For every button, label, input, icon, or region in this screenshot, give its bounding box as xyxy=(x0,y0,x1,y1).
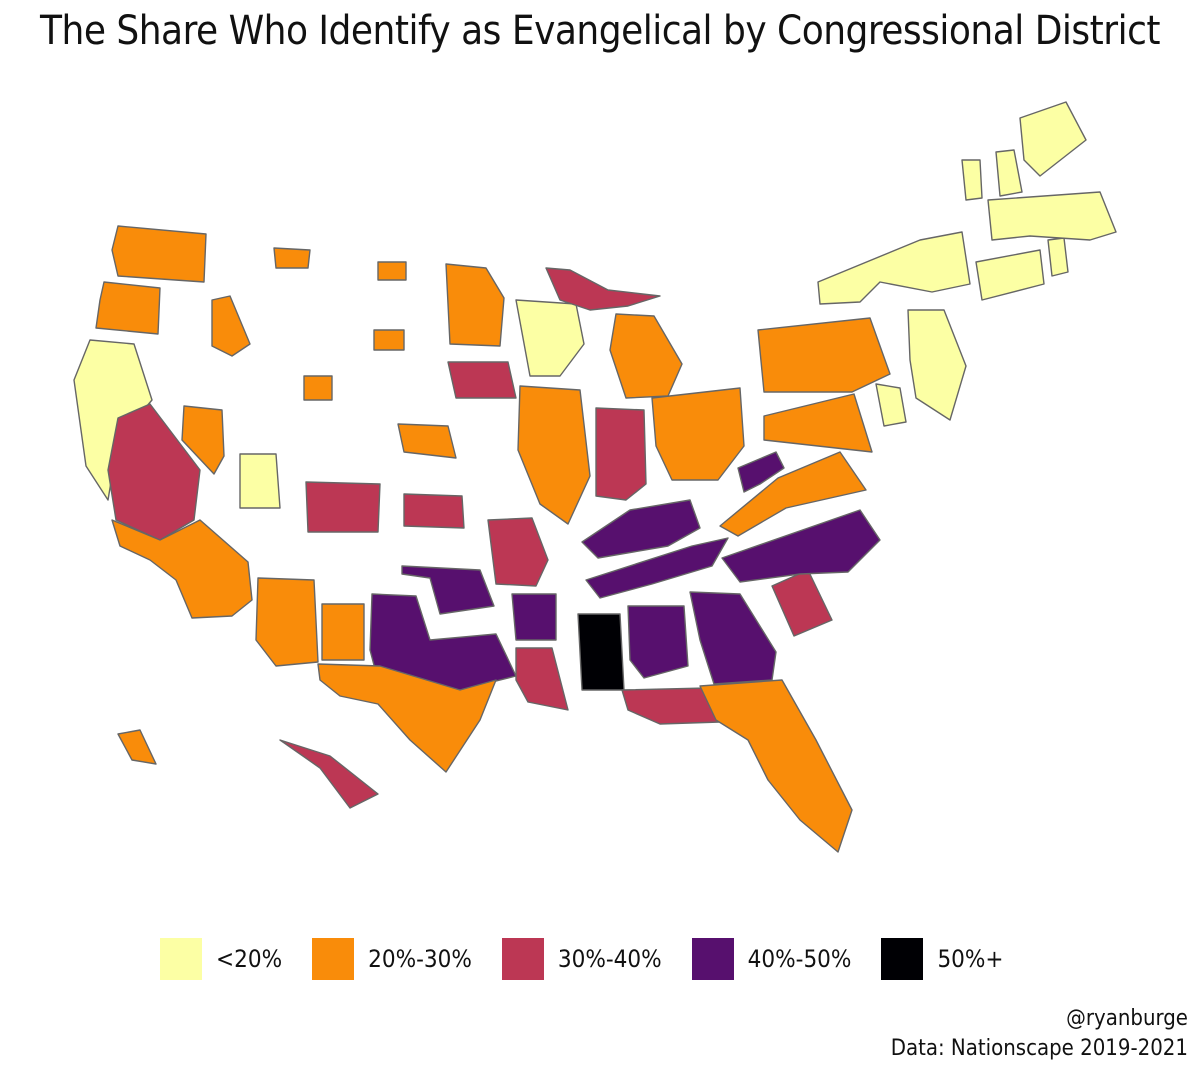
region-florida-peninsula xyxy=(699,679,853,853)
region-west-virginia xyxy=(737,451,785,493)
region-michigan-upper xyxy=(545,267,661,311)
map-title: The Share Who Identify as Evangelical by… xyxy=(40,8,1160,54)
region-new-jersey xyxy=(907,309,967,421)
legend-swatch xyxy=(691,938,734,980)
region-south-carolina xyxy=(771,569,833,637)
region-new-hampshire xyxy=(995,149,1023,197)
region-nevada xyxy=(181,405,225,475)
region-indiana xyxy=(595,407,647,501)
region-mississippi xyxy=(577,613,625,691)
region-wisconsin xyxy=(515,299,585,377)
region-louisiana xyxy=(515,647,569,711)
region-oregon xyxy=(95,281,161,335)
legend-label: <20% xyxy=(216,945,283,973)
region-kansas xyxy=(403,493,465,529)
region-alaska xyxy=(117,729,157,765)
region-illinois xyxy=(517,385,591,525)
legend-swatch xyxy=(312,938,355,980)
region-virginia xyxy=(719,451,867,537)
legend-item-30-40: 30%-40% xyxy=(501,938,662,980)
legend-swatch xyxy=(881,938,924,980)
region-vermont xyxy=(961,159,983,201)
region-washington xyxy=(111,225,207,283)
region-hawaii xyxy=(279,739,379,809)
author-handle: @ryanburge xyxy=(1066,1006,1188,1031)
region-south-dakota xyxy=(373,329,405,351)
region-arizona xyxy=(255,577,319,667)
region-tennessee xyxy=(585,537,729,599)
region-delaware xyxy=(875,383,907,427)
region-iowa xyxy=(447,361,517,399)
region-florida-panhandle xyxy=(621,687,721,725)
region-maine xyxy=(1019,101,1087,177)
legend-item-40-50: 40%-50% xyxy=(691,938,852,980)
legend-item-20-30: 20%-30% xyxy=(312,938,472,980)
data-source: Data: Nationscape 2019-2021 xyxy=(890,1036,1188,1061)
region-connecticut xyxy=(975,249,1045,301)
region-georgia xyxy=(689,591,777,685)
legend-swatch xyxy=(501,938,544,980)
credit-block: @ryanburge Data: Nationscape 2019-2021 xyxy=(891,1004,1188,1064)
region-new-york xyxy=(817,231,971,305)
region-montana xyxy=(273,247,311,269)
region-rhode-island xyxy=(1047,237,1069,277)
region-michigan-lower xyxy=(609,313,683,399)
legend-swatch xyxy=(160,938,202,980)
region-north-carolina xyxy=(721,509,881,583)
region-oklahoma xyxy=(401,565,495,615)
region-texas-south xyxy=(317,663,497,773)
region-colorado xyxy=(305,481,381,533)
region-california-south xyxy=(111,519,253,619)
legend-label: 30%-40% xyxy=(557,945,662,973)
region-new-mexico xyxy=(321,603,365,661)
legend: <20% 20%-30% 30%-40% 40%-50% 50%+ xyxy=(160,938,1034,980)
legend-item-under-20: <20% xyxy=(160,938,282,980)
legend-label: 50%+ xyxy=(937,945,1004,973)
region-minnesota xyxy=(445,263,505,347)
legend-label: 40%-50% xyxy=(747,945,852,973)
region-pennsylvania xyxy=(757,317,891,393)
region-arkansas xyxy=(511,593,557,641)
region-idaho xyxy=(211,295,251,357)
legend-label: 20%-30% xyxy=(368,945,472,973)
region-utah xyxy=(239,453,281,509)
region-massachusetts xyxy=(987,191,1117,241)
region-nebraska xyxy=(397,423,457,459)
region-alabama xyxy=(627,605,689,679)
region-missouri xyxy=(487,517,549,587)
region-california-central xyxy=(107,403,201,541)
region-kentucky xyxy=(581,499,701,559)
region-maryland xyxy=(763,393,873,453)
region-north-dakota xyxy=(377,261,407,281)
legend-item-50-plus: 50%+ xyxy=(881,938,1004,980)
region-wyoming xyxy=(303,375,333,401)
region-ohio xyxy=(651,387,745,481)
